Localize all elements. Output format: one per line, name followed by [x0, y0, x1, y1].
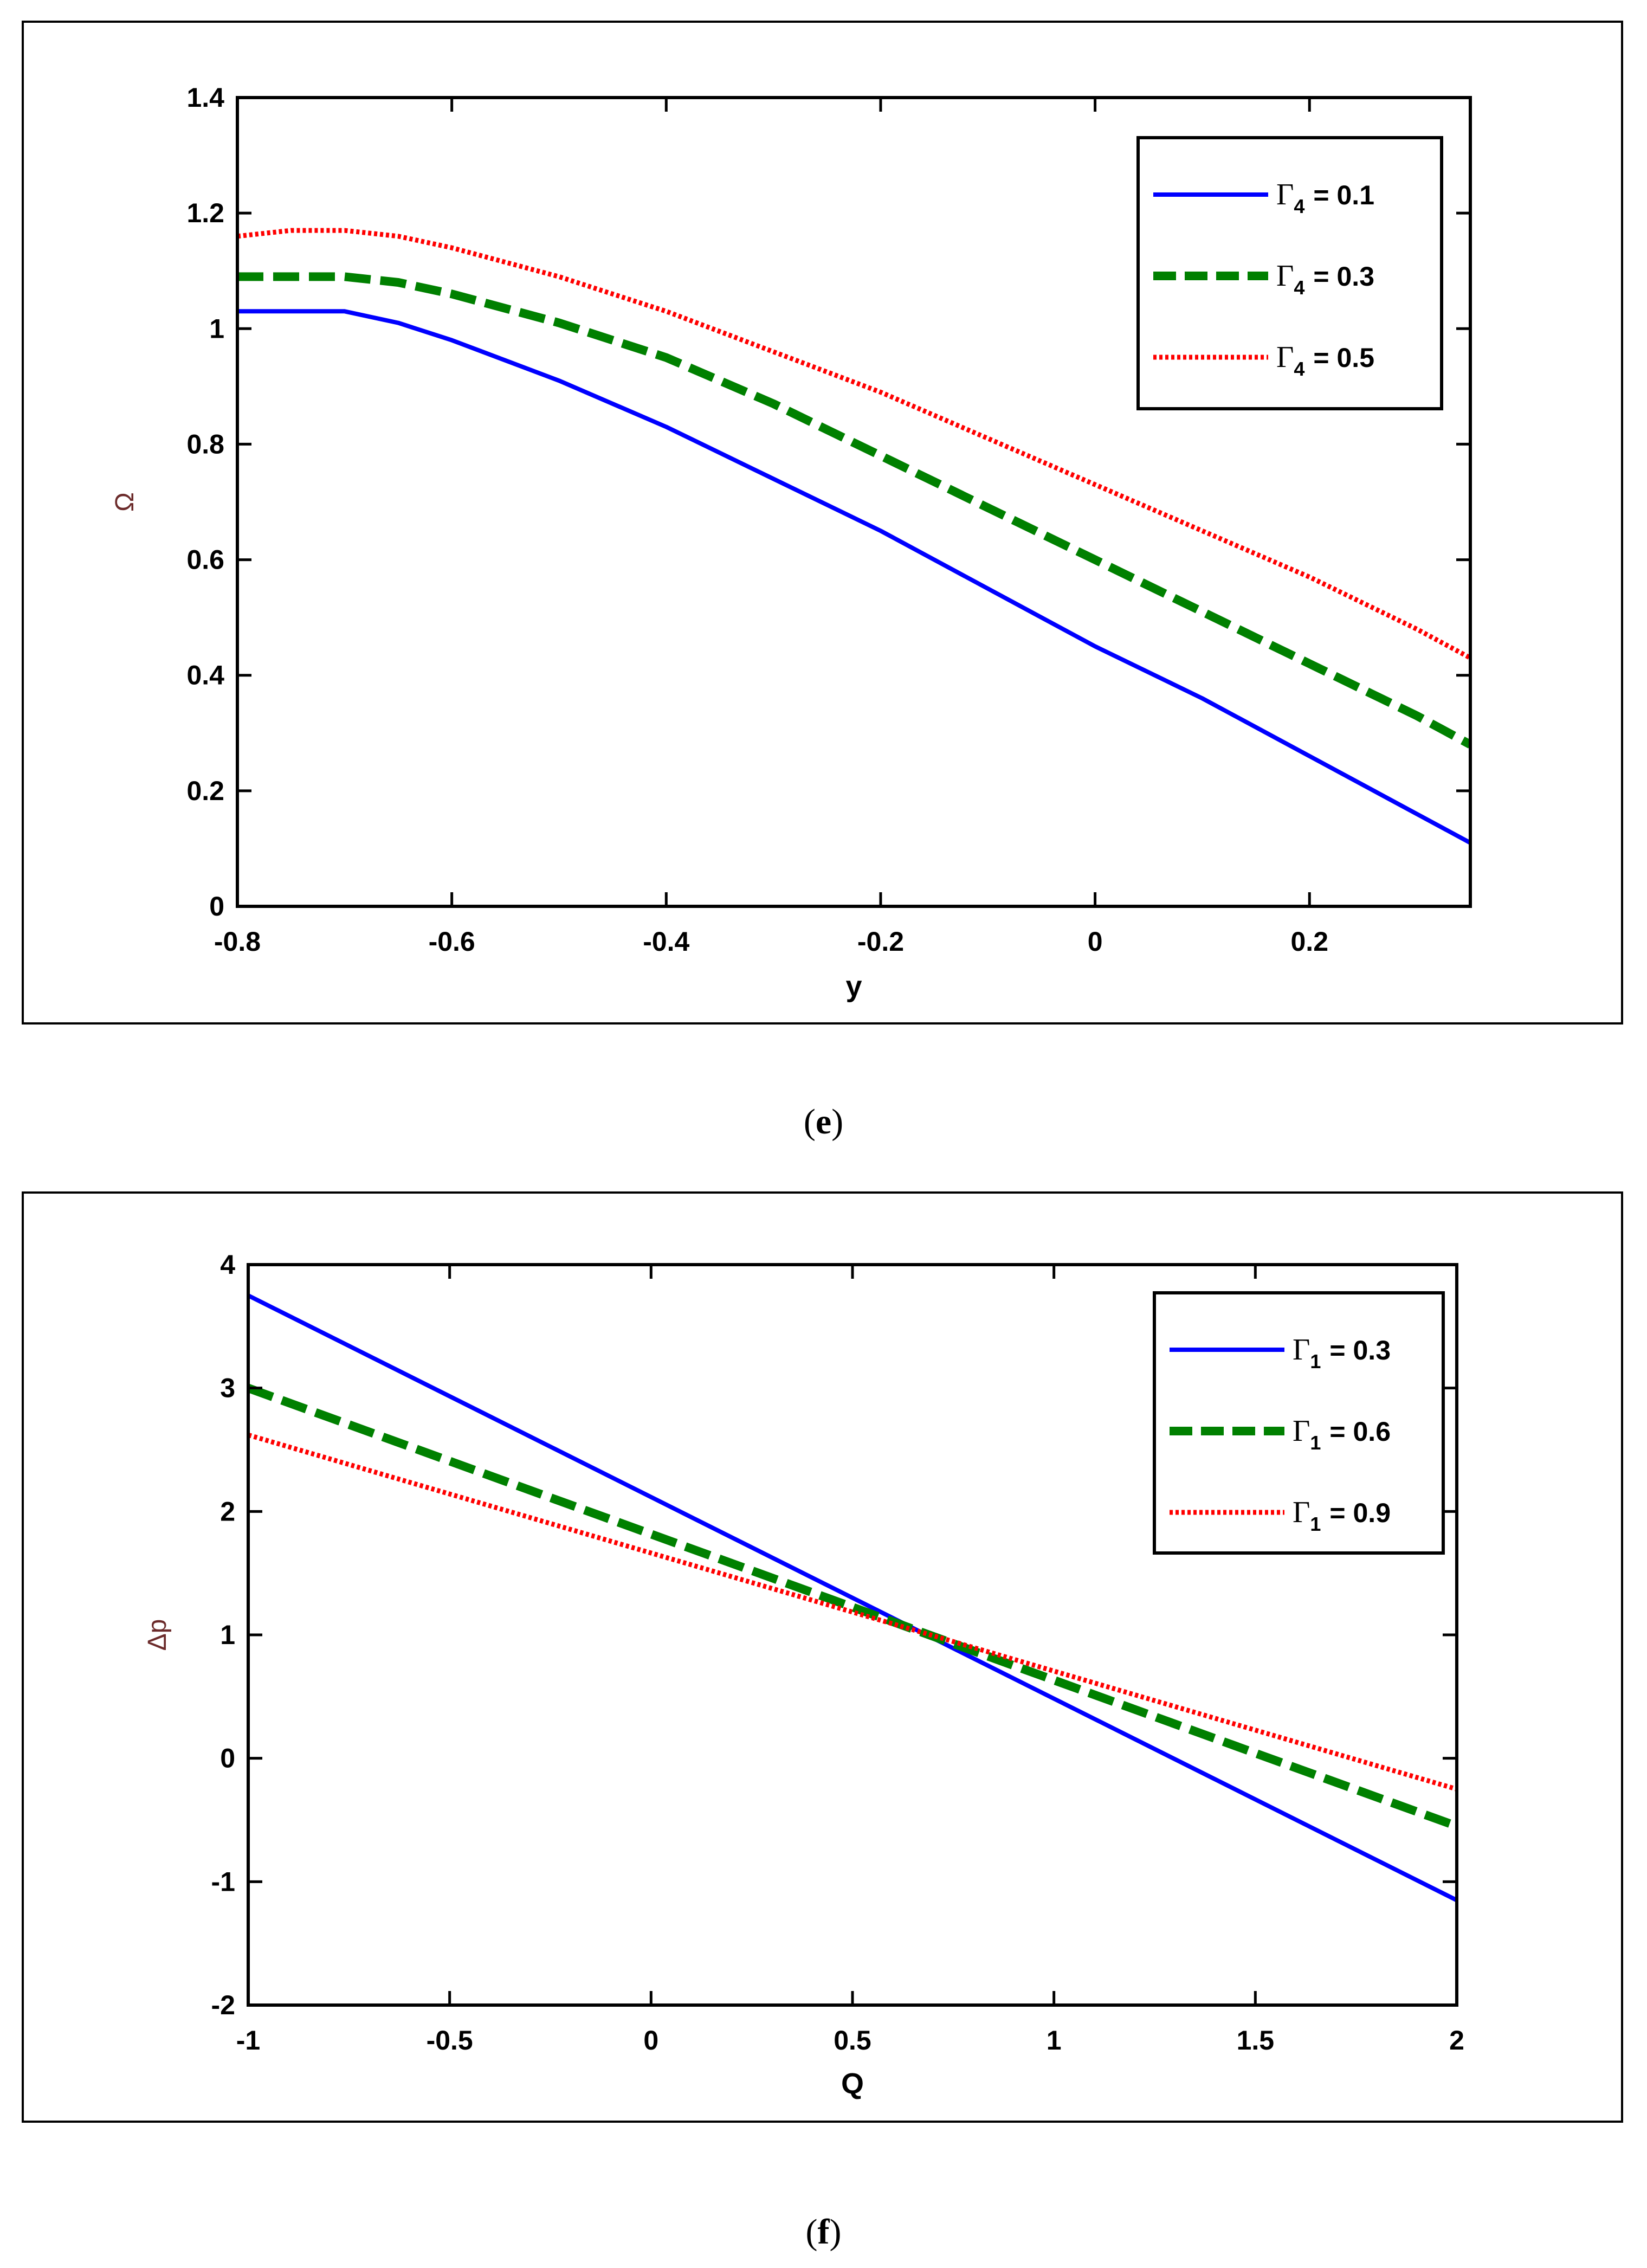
legend-symbol: Γ	[1276, 259, 1294, 293]
legend-label-e-3: Γ4 = 0.5	[1276, 340, 1374, 380]
y-axis-label-f: Δp	[143, 1619, 172, 1651]
series-line-e-3	[237, 228, 1470, 660]
legend-subscript: 4	[1294, 195, 1304, 217]
legend-subscript: 4	[1294, 276, 1304, 299]
legend-value: = 0.9	[1329, 1498, 1391, 1528]
caption-e: (e)	[803, 1102, 844, 1142]
legend-label-f-2: Γ1 = 0.6	[1293, 1414, 1391, 1454]
y-tick-label-e: 0.2	[186, 776, 224, 806]
x-tick-label-f: 0.5	[834, 2025, 871, 2056]
x-axis-label-f: Q	[841, 2067, 864, 2100]
caption-f: (f)	[805, 2212, 842, 2252]
series-line-e-2	[237, 272, 1470, 749]
legend-label-e-1: Γ4 = 0.1	[1276, 178, 1374, 217]
y-tick-label-f: -2	[211, 1990, 235, 2020]
legend-subscript: 1	[1310, 1350, 1321, 1373]
legend-symbol: Γ	[1276, 340, 1294, 374]
legend-value: = 0.3	[1329, 1335, 1391, 1365]
x-tick-label-f: 2	[1449, 2025, 1464, 2056]
legend-label-f-1: Γ1 = 0.3	[1293, 1333, 1391, 1373]
x-tick-label-e: -0.2	[857, 926, 904, 957]
legend-symbol: Γ	[1293, 1333, 1310, 1367]
y-tick-label-f: 1	[220, 1620, 235, 1650]
x-tick-label-e: 0.2	[1291, 926, 1329, 957]
series-line-f-3	[248, 1432, 1457, 1792]
x-tick-label-e: -0.4	[643, 926, 689, 957]
series-line-f-1	[248, 1293, 1457, 1903]
plot-area-e	[236, 96, 1472, 908]
series-line-e-1	[237, 309, 1470, 845]
y-tick-label-f: 2	[220, 1496, 235, 1526]
legend-symbol: Γ	[1276, 178, 1294, 211]
y-tick-label-e: 0	[209, 891, 224, 922]
y-tick-label-e: 0.4	[186, 660, 224, 691]
legend-value: = 0.6	[1329, 1416, 1391, 1447]
caption-e-letter: e	[815, 1102, 832, 1142]
legend-subscript: 4	[1294, 358, 1304, 380]
legend-value: = 0.5	[1313, 343, 1374, 373]
x-tick-label-e: 0	[1088, 926, 1103, 957]
y-axis-label-e: Ω	[111, 492, 139, 512]
legend-value: = 0.1	[1313, 180, 1374, 210]
x-tick-label-f: -0.5	[427, 2025, 473, 2056]
legend-subscript: 1	[1310, 1513, 1321, 1535]
x-tick-label-f: 1.5	[1237, 2025, 1275, 2056]
legend-label-f-3: Γ1 = 0.9	[1293, 1496, 1391, 1535]
x-tick-label-e: -0.8	[214, 926, 261, 957]
legend-label-e-2: Γ4 = 0.3	[1276, 259, 1374, 299]
y-tick-label-e: 1.2	[186, 198, 224, 228]
y-tick-label-f: -1	[211, 1866, 235, 1897]
y-tick-label-e: 1.4	[186, 82, 224, 113]
y-tick-label-e: 1	[209, 313, 224, 344]
chart-e: -0.8 -0.6 -0.4 -0.2 0 0.2 0 0.2 0.4 0.6 0.8 1 1.2 1.4…	[111, 82, 1472, 1003]
legend-box-f	[1153, 1291, 1445, 1555]
x-tick-label-f: 0	[643, 2025, 658, 2056]
legend-symbol: Γ	[1293, 1414, 1310, 1448]
caption-f-letter: f	[817, 2212, 830, 2252]
y-tick-label-f: 3	[220, 1373, 235, 1403]
y-tick-label-f: 0	[220, 1743, 235, 1774]
x-axis-label-e: y	[845, 970, 862, 1003]
y-tick-label-e: 0.6	[186, 545, 224, 575]
y-tick-label-e: 0.8	[186, 429, 224, 459]
x-tick-label-e: -0.6	[429, 926, 475, 957]
legend-subscript: 1	[1310, 1432, 1321, 1454]
y-tick-label-f: 4	[220, 1249, 235, 1280]
x-tick-label-f: -1	[236, 2025, 260, 2056]
legend-symbol: Γ	[1293, 1496, 1310, 1529]
x-tick-label-f: 1	[1047, 2025, 1062, 2056]
legend-value: = 0.3	[1313, 261, 1374, 292]
